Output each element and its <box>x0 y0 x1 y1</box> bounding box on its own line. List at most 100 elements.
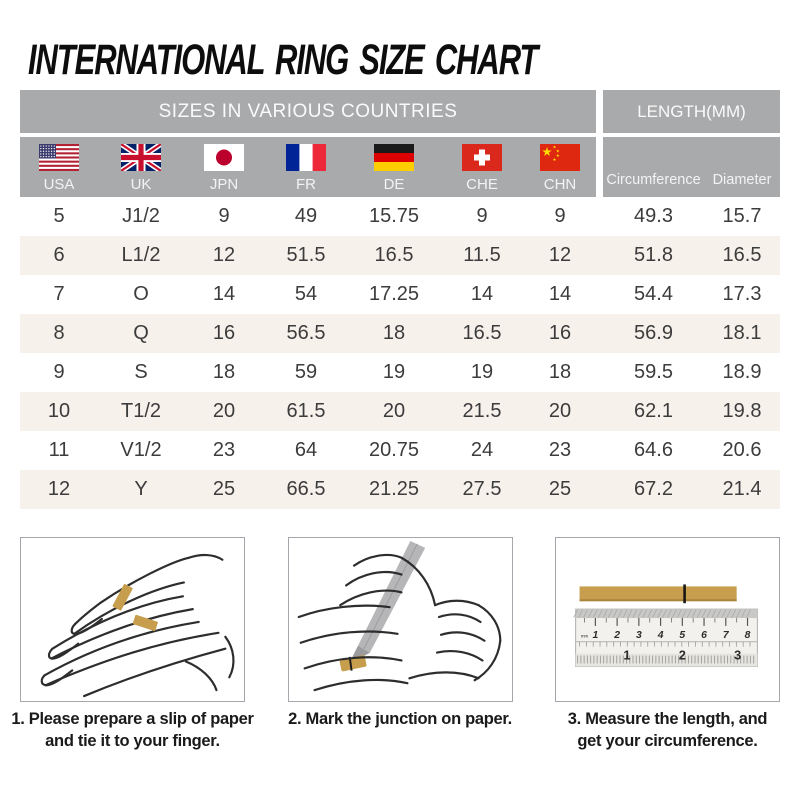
table-cell: 18 <box>382 322 406 344</box>
france-flag-icon <box>286 144 326 171</box>
country-column-chn: CHN <box>524 137 596 197</box>
table-cell: 51.5 <box>286 244 326 266</box>
ruler-number: 6 <box>701 630 707 641</box>
table-cell: 9 <box>476 205 488 227</box>
germany-flag-icon <box>374 144 414 171</box>
usa-flag-stars <box>40 145 55 158</box>
table-cell: V1/2 <box>120 439 162 461</box>
switzerland-flag-icon <box>462 144 502 171</box>
table-cell: 67.2 <box>634 478 673 500</box>
table-cell: 20.6 <box>722 439 762 461</box>
paper-strip-with-mark <box>579 584 737 604</box>
step-caption-line: 1. Please prepare a slip of paper <box>11 710 254 728</box>
step-2-illustration-box <box>287 537 513 702</box>
table-cell: 18.1 <box>722 322 762 344</box>
ruler-number: 4 <box>657 630 664 641</box>
table-cell: 21.25 <box>368 478 420 500</box>
step-1-caption: 1. Please prepare a slip of paper and tie… <box>11 709 254 753</box>
table-row: 7 O 14 54 17.25 14 14 54.4 17.3 <box>20 275 780 314</box>
table-cell: T1/2 <box>120 400 162 422</box>
country-column-che: CHE <box>440 137 524 197</box>
country-column-fr: FR <box>264 137 348 197</box>
table-cell: 64.6 <box>634 439 673 461</box>
ruler-number: 5 <box>679 630 685 641</box>
table-cell: 6 <box>53 244 65 266</box>
table-cell: 66.5 <box>286 478 326 500</box>
table-row: 5 J1/2 9 49 15.75 9 9 49.3 15.7 <box>20 197 780 236</box>
japan-flag-icon <box>204 144 244 171</box>
table-cell: 14 <box>548 283 572 305</box>
ruler-number: 1 <box>623 648 630 663</box>
ring-size-table: SIZES IN VARIOUS COUNTRIES LENGTH(MM) <box>20 90 780 509</box>
table-cell: 12 <box>47 478 71 500</box>
pencil <box>347 540 425 666</box>
table-cell: 54 <box>294 283 318 305</box>
ruler-number: 7 <box>723 630 730 641</box>
table-cell: 54.4 <box>634 283 673 305</box>
divider-spacer <box>596 314 603 353</box>
table-cell: 20 <box>382 400 406 422</box>
table-cell: 16 <box>548 322 572 344</box>
divider-spacer <box>596 197 603 236</box>
table-country-header-row: USA UK JPN <box>20 137 780 197</box>
step-1: 1. Please prepare a slip of paper and tie… <box>11 537 254 753</box>
table-cell: 56.5 <box>286 322 326 344</box>
table-cell: 56.9 <box>634 322 673 344</box>
table-row: 9 S 18 59 19 19 18 59.5 18.9 <box>20 353 780 392</box>
table-cell: 9 <box>218 205 230 227</box>
table-cell: 51.8 <box>634 244 673 266</box>
diameter-column-header: Diameter <box>704 137 780 197</box>
table-cell: 17.25 <box>368 283 420 305</box>
table-row: 10 T1/2 20 61.5 20 21.5 20 62.1 19.8 <box>20 392 780 431</box>
table-cell: 27.5 <box>462 478 502 500</box>
table-cell: 12 <box>548 244 572 266</box>
table-cell: 23 <box>212 439 236 461</box>
country-code-label: FR <box>296 176 316 193</box>
table-cell: 11 <box>48 439 70 461</box>
divider-spacer <box>596 392 603 431</box>
table-cell: 14 <box>212 283 236 305</box>
country-code-label: DE <box>383 176 405 193</box>
table-cell: 16.5 <box>462 322 502 344</box>
divider-spacer <box>596 236 603 275</box>
table-cell: 9 <box>53 361 65 383</box>
divider-spacer <box>596 275 603 314</box>
table-cell: 7 <box>53 283 65 305</box>
circumference-column-header: Circumference <box>603 137 704 197</box>
table-row: 11 V1/2 23 64 20.75 24 23 64.6 20.6 <box>20 431 780 470</box>
table-cell: 20 <box>548 400 572 422</box>
table-cell: 25 <box>548 478 572 500</box>
step-3-caption: 3. Measure the length, and get your circu… <box>567 709 768 753</box>
divider-spacer <box>596 470 603 509</box>
table-cell: Q <box>133 322 149 344</box>
step-2: 2. Mark the junction on paper. <box>287 537 513 753</box>
table-row: 12 Y 25 66.5 21.25 27.5 25 67.2 21.4 <box>20 470 780 509</box>
table-cell: L1/2 <box>121 244 161 266</box>
country-code-label: CHN <box>543 176 577 193</box>
step-caption-line: 3. Measure the length, and <box>567 710 768 728</box>
table-cell: 21.5 <box>462 400 502 422</box>
china-flag-icon <box>540 144 580 171</box>
table-cell: 20 <box>212 400 236 422</box>
ruler-number: 2 <box>613 630 620 641</box>
table-cell: 19 <box>470 361 494 383</box>
table-row: 6 L1/2 12 51.5 16.5 11.5 12 51.8 16.5 <box>20 236 780 275</box>
ruler-number: mm <box>581 633 589 638</box>
table-cell: 61.5 <box>286 400 326 422</box>
country-code-label: CHE <box>466 176 498 193</box>
table-cell: 25 <box>212 478 236 500</box>
table-cell: 19 <box>382 361 406 383</box>
table-cell: Y <box>134 478 148 500</box>
table-cell: 59.5 <box>634 361 673 383</box>
page-title: INTERNATIONAL RING SIZE CHART <box>28 36 538 84</box>
table-cell: 8 <box>53 322 65 344</box>
table-cell: 23 <box>548 439 572 461</box>
table-cell: 49 <box>294 205 318 227</box>
country-column-de: DE <box>348 137 440 197</box>
step-caption-line: and tie it to your finger. <box>45 731 220 750</box>
country-code-label: JPN <box>209 176 239 193</box>
table-cell: J1/2 <box>122 205 160 227</box>
